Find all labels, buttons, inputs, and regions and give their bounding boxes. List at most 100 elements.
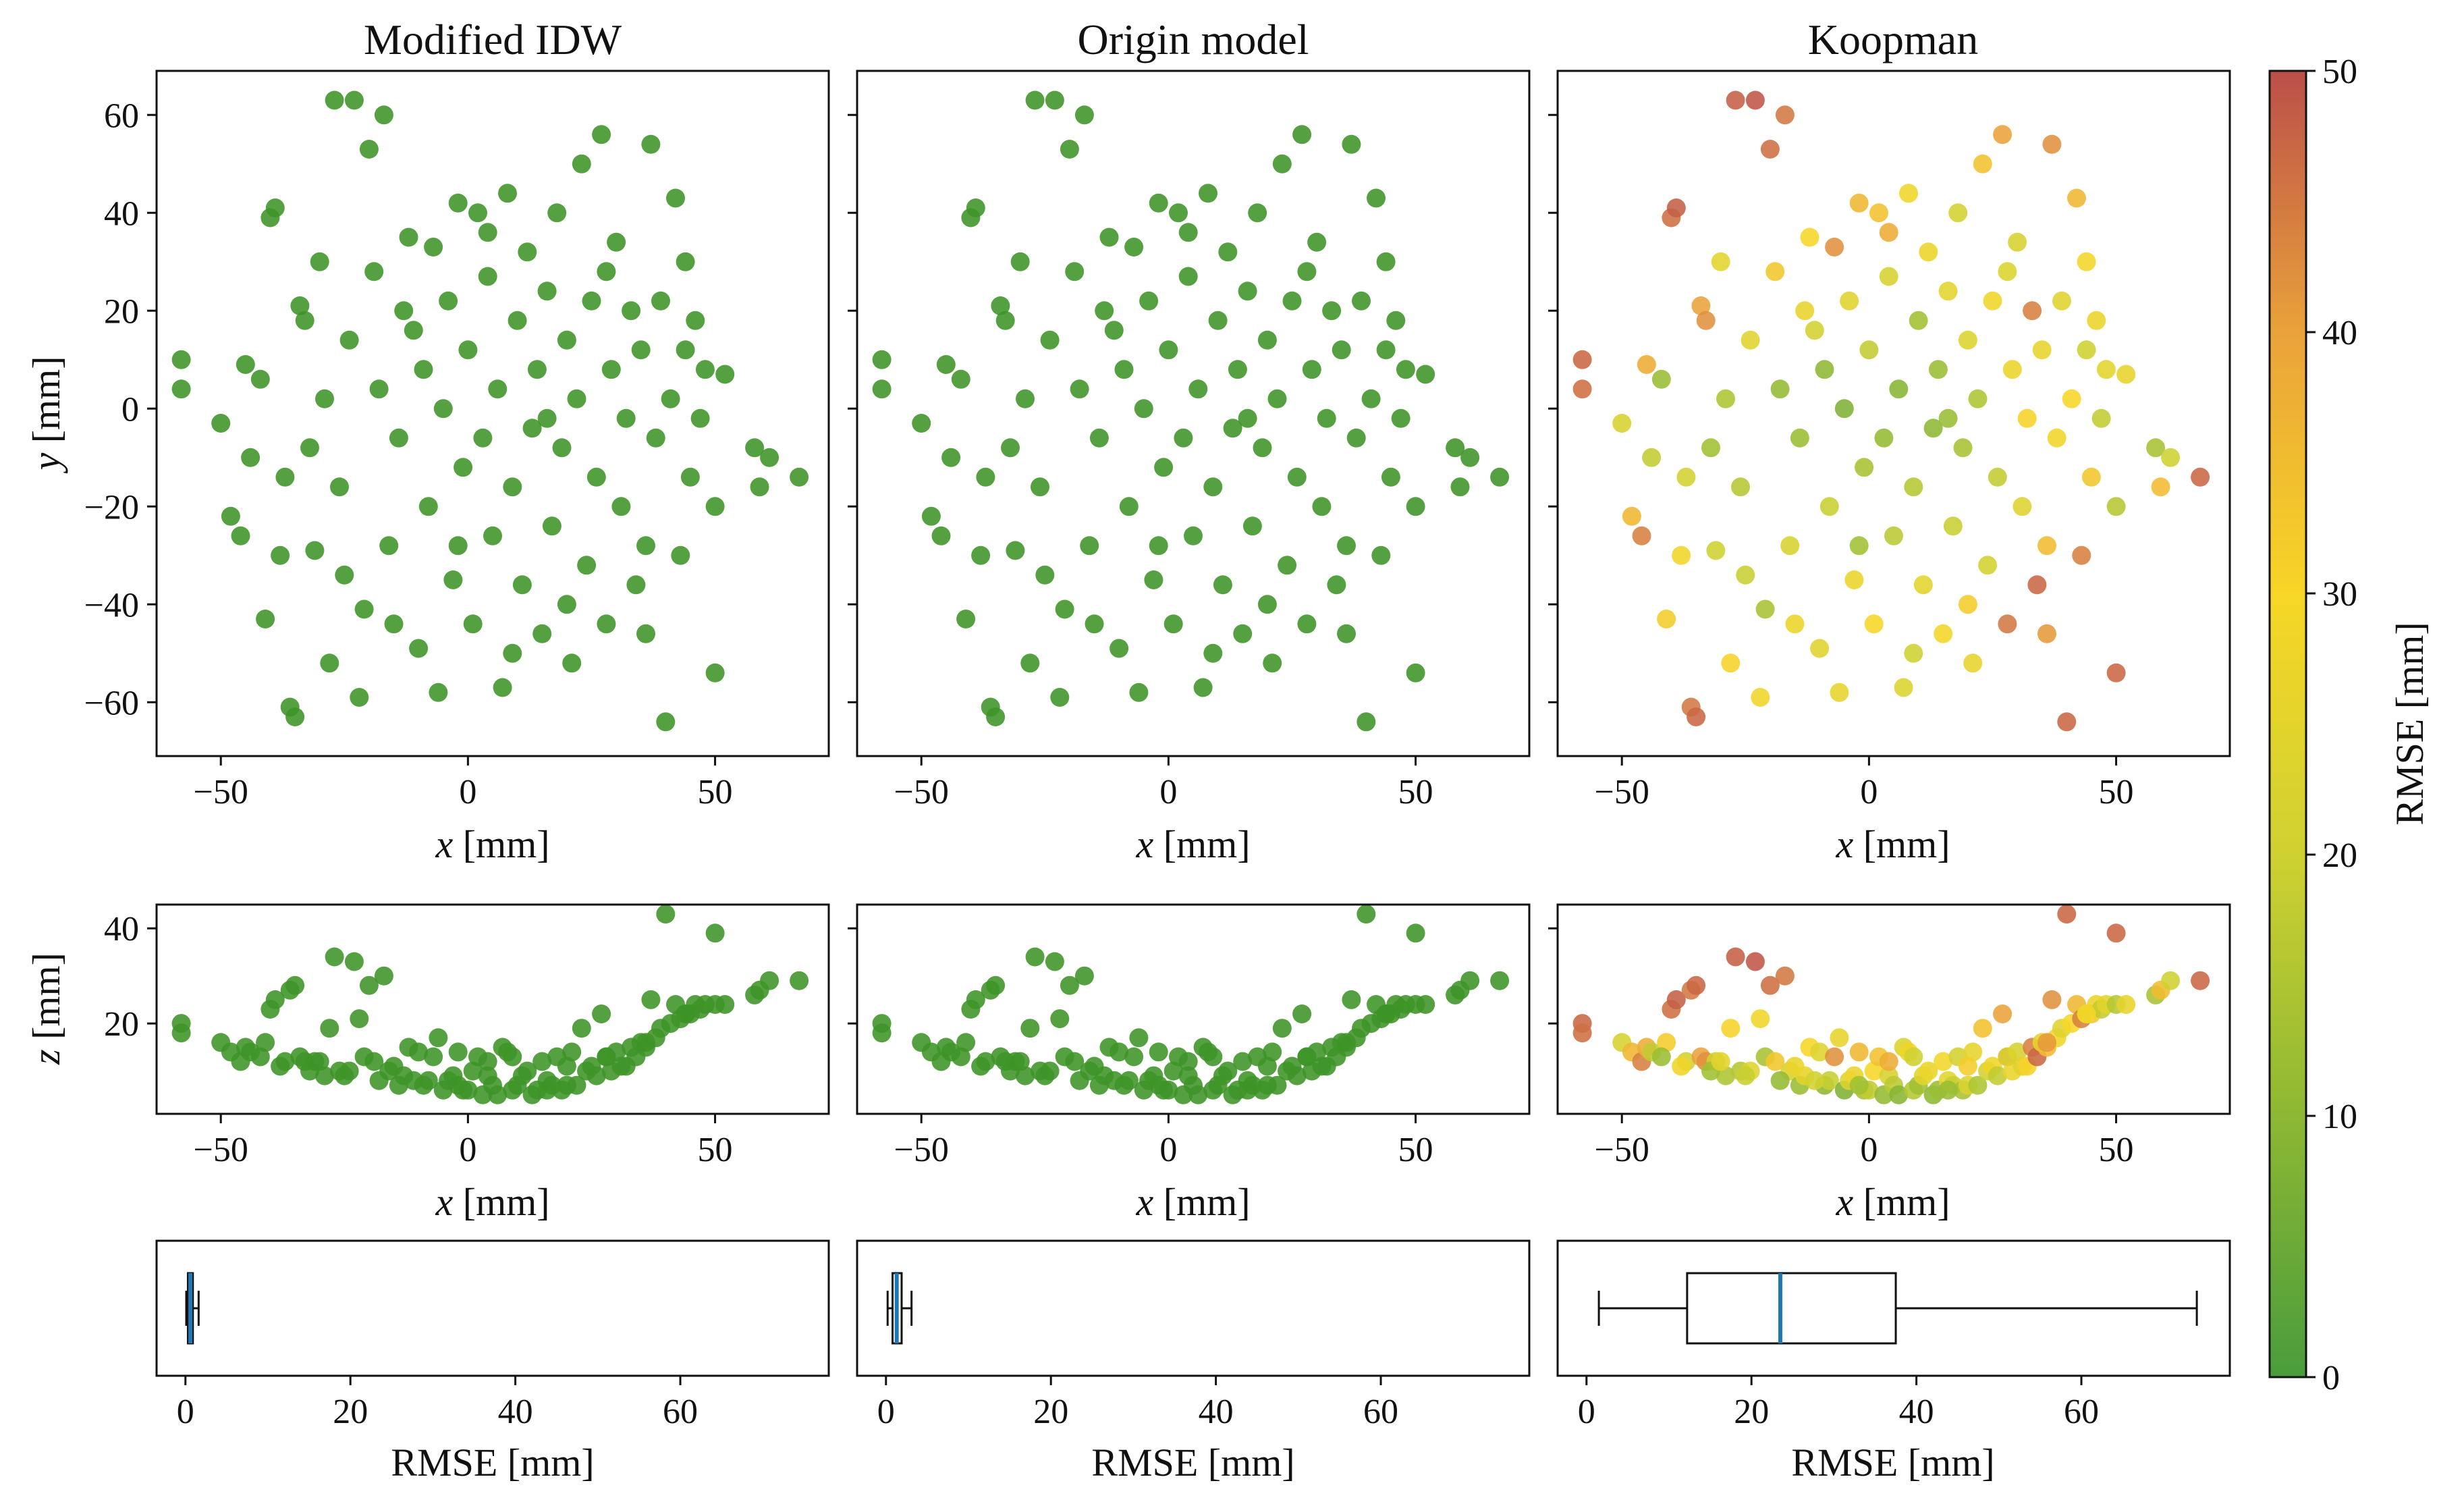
xz-point-koopman: [1736, 1066, 1755, 1085]
xy-point-origin: [1020, 653, 1040, 673]
xy-point-origin: [1406, 663, 1425, 682]
xz-point-idw: [409, 1042, 429, 1062]
xy-point-koopman: [1637, 355, 1656, 374]
xy-point-idw: [661, 389, 680, 408]
xy-point-origin: [991, 296, 1010, 315]
xy-point-origin: [1074, 105, 1094, 125]
xy-point-koopman: [1879, 267, 1898, 286]
xy-point-origin: [1050, 688, 1070, 707]
xy-point-origin: [1317, 408, 1336, 428]
xy-point-origin: [1114, 360, 1134, 379]
xy-point-idw: [537, 408, 557, 428]
xy-point-idw: [354, 599, 374, 619]
xz-point-koopman: [1958, 1056, 1977, 1076]
xy-point-idw: [468, 203, 487, 223]
xy-point-idw: [542, 516, 562, 536]
xy-point-koopman: [1706, 541, 1726, 560]
xy-point-idw: [567, 389, 586, 408]
xz-point-idw: [448, 1075, 468, 1095]
box-idw-xtick-label: 60: [663, 1393, 698, 1431]
xy-point-koopman: [1849, 193, 1869, 213]
xz-point-origin: [1188, 1085, 1208, 1104]
xy-point-idw: [705, 663, 725, 682]
xy-origin-xtick-label: 0: [1159, 773, 1177, 811]
xy-point-koopman: [1721, 653, 1741, 673]
ylabel-z: z [mm]: [24, 953, 68, 1065]
xy-point-koopman: [1844, 570, 1864, 589]
xz-point-origin: [1065, 1052, 1085, 1071]
xy-point-idw: [374, 105, 393, 125]
xy-point-origin: [1327, 575, 1346, 595]
xy-point-idw: [522, 419, 542, 438]
xy-point-origin: [951, 369, 970, 389]
xy-point-koopman: [2023, 301, 2042, 321]
xz-point-idw: [448, 1042, 468, 1062]
xy-axes-origin: [856, 70, 1531, 757]
xz-point-origin: [1337, 1033, 1356, 1052]
xz-origin-xtick-label: −50: [894, 1131, 949, 1169]
xy-point-origin: [1361, 389, 1381, 408]
xy-point-idw: [695, 360, 715, 379]
box-koopman-xtick-label: 40: [1899, 1393, 1934, 1431]
xy-point-origin: [1025, 90, 1045, 110]
xy-point-koopman: [1943, 516, 1963, 536]
xz-point-origin: [1035, 1066, 1055, 1085]
xy-point-koopman: [1919, 242, 1938, 262]
xy-point-origin: [1282, 291, 1302, 311]
xy-idw-ytick-label: −60: [84, 684, 139, 722]
xy-point-origin: [986, 707, 1006, 726]
xy-point-origin: [921, 506, 941, 526]
xy-point-koopman: [1785, 614, 1805, 634]
xy-point-idw: [424, 238, 443, 257]
xy-point-origin: [1381, 467, 1400, 487]
xy-point-origin: [1376, 340, 1396, 360]
xz-point-origin: [1010, 1052, 1030, 1071]
box-koopman-xtick-label: 20: [1734, 1393, 1769, 1431]
box-axes-origin: [856, 1239, 1531, 1377]
xz-axes-idw: [155, 903, 830, 1115]
xy-point-idw: [503, 477, 522, 497]
xy-point-koopman: [2106, 497, 2126, 516]
xy-point-idw: [488, 379, 508, 399]
xy-point-idw: [389, 428, 408, 448]
xy-point-koopman: [2081, 467, 2101, 487]
xz-point-idw: [760, 971, 779, 990]
xz-point-origin: [1460, 971, 1480, 990]
xlabel-xy-origin: x [mm]: [1135, 822, 1250, 866]
xy-point-idw: [369, 379, 389, 399]
xz-point-koopman: [1745, 952, 1765, 971]
xy-point-idw: [651, 291, 670, 311]
xy-point-idw: [671, 545, 690, 565]
xy-point-koopman: [1765, 262, 1785, 281]
xy-point-origin: [1080, 536, 1099, 556]
xy-idw-ytick-label: 40: [104, 194, 139, 233]
xz-point-idw: [404, 1071, 423, 1090]
xz-point-origin: [1178, 1052, 1198, 1071]
xy-point-koopman: [1775, 105, 1795, 125]
xz-point-idw: [335, 1066, 354, 1085]
xy-point-origin: [1357, 712, 1376, 732]
xy-point-idw: [285, 707, 305, 726]
xlabel-xz-origin: x [mm]: [1135, 1180, 1250, 1224]
xz-point-koopman: [1849, 1042, 1869, 1062]
xy-point-origin: [1110, 639, 1129, 658]
xy-point-idw: [236, 355, 255, 374]
xy-point-koopman: [1904, 643, 1923, 663]
xy-point-origin: [1095, 301, 1114, 321]
xz-point-koopman: [1830, 1028, 1849, 1048]
xy-point-koopman: [1963, 653, 1983, 673]
xy-point-koopman: [1731, 477, 1750, 497]
xy-point-origin: [1242, 516, 1262, 536]
scatter-points-layer: [171, 90, 2210, 1104]
xz-idw-ytick-label: 40: [104, 910, 139, 948]
xy-point-origin: [872, 350, 892, 369]
xy-point-origin: [1199, 184, 1217, 203]
colorbar-tick-label: 10: [2322, 1098, 2357, 1136]
xy-point-idw: [616, 408, 636, 428]
xy-point-idw: [231, 526, 250, 545]
xz-point-idw: [478, 1052, 497, 1071]
xy-point-idw: [547, 203, 567, 223]
xy-point-koopman: [2077, 252, 2096, 271]
xz-point-koopman: [2037, 1033, 2056, 1052]
xy-point-koopman: [1726, 90, 1745, 110]
